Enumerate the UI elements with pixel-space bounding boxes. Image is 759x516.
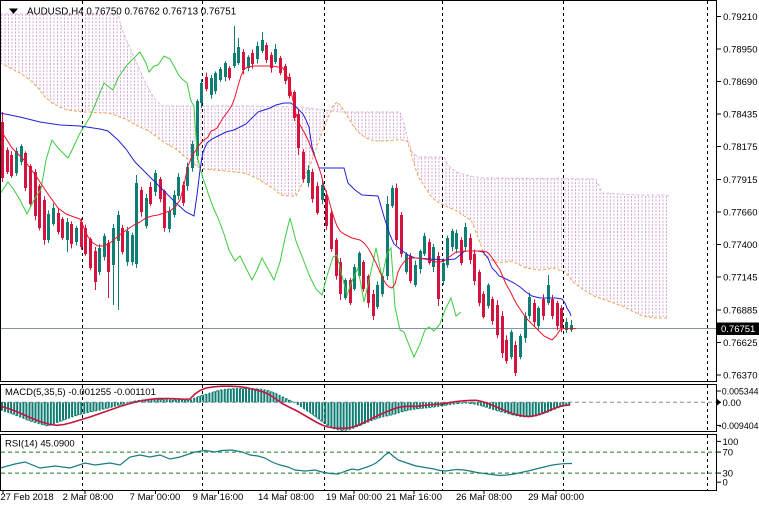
svg-text:70: 70 (723, 448, 734, 459)
svg-text:30: 30 (723, 469, 734, 480)
svg-text:0.78175: 0.78175 (723, 142, 757, 153)
svg-text:AUDUSD,H4 0.76750 0.76762 0.7: AUDUSD,H4 0.76750 0.76762 0.76713 0.7675… (27, 7, 236, 18)
svg-text:0.76370: 0.76370 (723, 371, 757, 382)
svg-text:RSI(14) 45.0900: RSI(14) 45.0900 (5, 439, 75, 450)
svg-text:21 Mar 16:00: 21 Mar 16:00 (386, 492, 442, 503)
svg-text:7 Mar 00:00: 7 Mar 00:00 (130, 492, 181, 503)
svg-text:0.76625: 0.76625 (723, 338, 757, 349)
svg-text:0.77660: 0.77660 (723, 208, 757, 219)
svg-text:0.78435: 0.78435 (723, 110, 757, 121)
svg-text:9 Mar 16:00: 9 Mar 16:00 (193, 492, 244, 503)
svg-text:0.77915: 0.77915 (723, 175, 757, 186)
svg-text:100: 100 (723, 437, 739, 448)
svg-text:0.76885: 0.76885 (723, 306, 757, 317)
svg-text:19 Mar 00:00: 19 Mar 00:00 (326, 492, 382, 503)
svg-text:0.77400: 0.77400 (723, 240, 757, 251)
svg-text:0.76751: 0.76751 (721, 324, 755, 335)
svg-text:2 Mar 08:00: 2 Mar 08:00 (63, 492, 114, 503)
svg-text:0: 0 (723, 478, 728, 489)
svg-text:MACD(5,35,5) -0.001255 -0.0011: MACD(5,35,5) -0.001255 -0.001101 (5, 387, 156, 398)
svg-text:26 Mar 08:00: 26 Mar 08:00 (456, 492, 512, 503)
svg-text:0.005344: 0.005344 (722, 387, 759, 397)
svg-text:0.78950: 0.78950 (723, 45, 757, 56)
svg-text:0.00: 0.00 (723, 398, 742, 409)
svg-text:0.79210: 0.79210 (723, 12, 757, 23)
svg-text:0.78690: 0.78690 (723, 77, 757, 88)
svg-text:14 Mar 08:00: 14 Mar 08:00 (258, 492, 314, 503)
svg-text:-0.009404: -0.009404 (719, 421, 759, 431)
svg-text:0.77145: 0.77145 (723, 273, 757, 284)
svg-text:29 Mar 00:00: 29 Mar 00:00 (528, 492, 584, 503)
svg-text:27 Feb 2018: 27 Feb 2018 (0, 492, 53, 503)
